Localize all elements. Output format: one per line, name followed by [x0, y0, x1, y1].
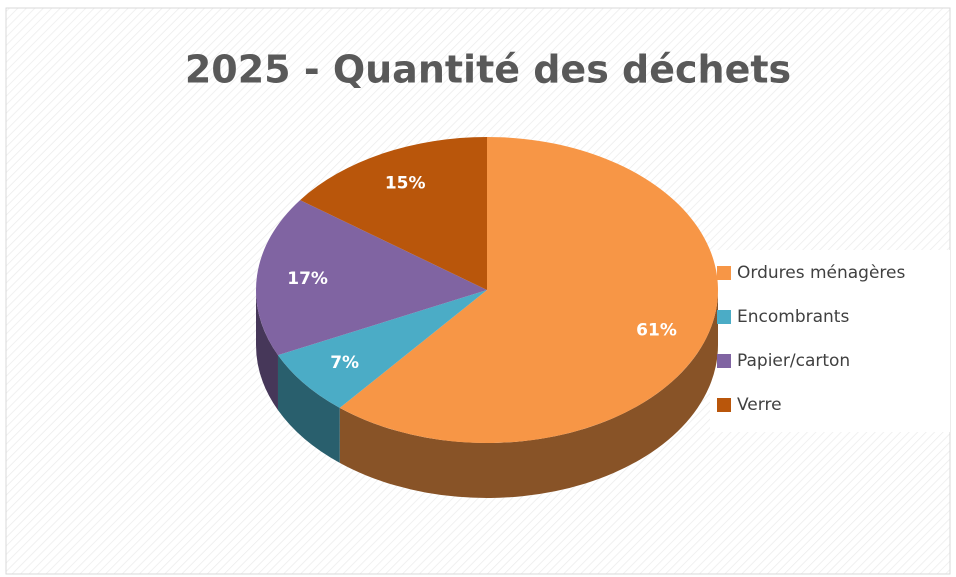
slice-side — [277, 355, 340, 463]
legend-swatch — [717, 398, 731, 412]
legend-label: Ordures ménagères — [737, 263, 906, 283]
data-label: 7% — [330, 353, 359, 373]
slice — [339, 137, 718, 443]
slice-side — [339, 290, 718, 498]
legend-label: Verre — [737, 395, 782, 415]
legend-box — [710, 250, 950, 432]
chart-title: 2025 - Quantité des déchets — [185, 48, 791, 92]
data-label: 17% — [287, 269, 328, 289]
legend-swatch — [717, 266, 731, 280]
slice — [256, 200, 487, 356]
legend-label: Encombrants — [737, 307, 849, 327]
slice — [300, 137, 487, 290]
slice-side — [256, 290, 278, 411]
legend-swatch — [717, 354, 731, 368]
slice — [277, 290, 487, 408]
legend-swatch — [717, 310, 731, 324]
legend-label: Papier/carton — [737, 351, 850, 371]
data-label: 61% — [636, 320, 677, 340]
data-label: 15% — [385, 174, 426, 194]
